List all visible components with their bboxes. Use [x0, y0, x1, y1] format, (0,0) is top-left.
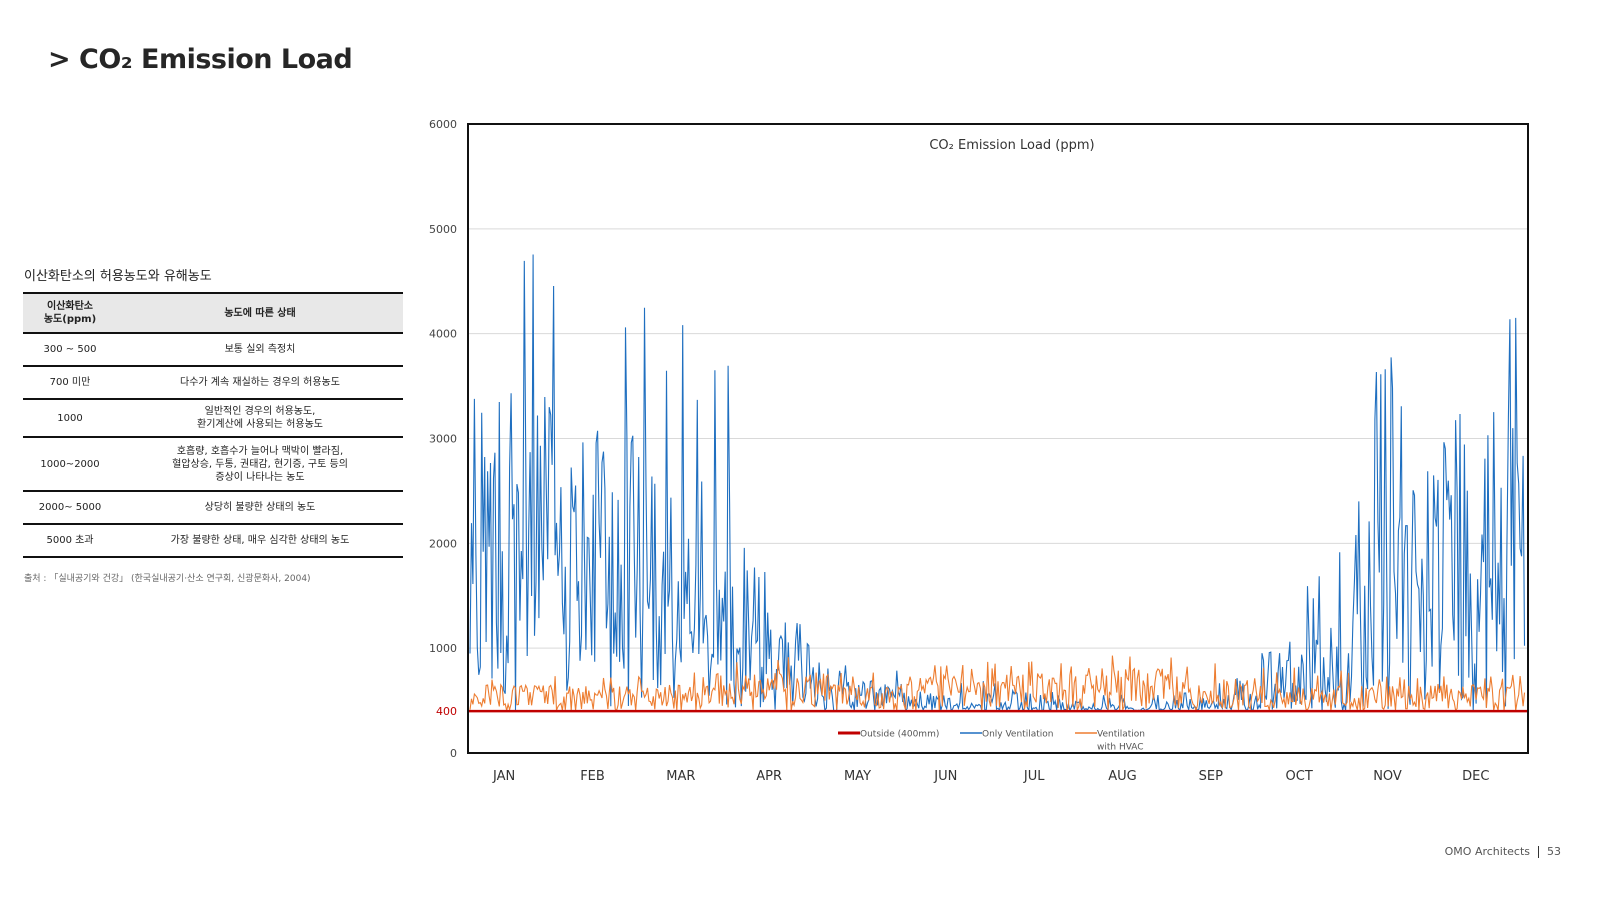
x-tick-label: JUL [1023, 769, 1045, 784]
header-concentration: 이산화탄소 농도(ppm) [43, 301, 97, 325]
row-status: 일반적인 경우의 허용농도, 환기계산에 사용되는 허용농도 [197, 406, 323, 430]
row-concentration: 700 미만 [49, 377, 91, 388]
x-tick-label: FEB [580, 769, 605, 784]
page-title: > CO₂ Emission Load [48, 44, 353, 75]
x-tick-label: MAY [844, 769, 871, 784]
row-status: 호흡량, 호흡수가 늘어나 맥박이 빨라짐, 혈압상승, 두통, 권태감, 현기… [172, 445, 348, 483]
table-row: 2000~ 5000 상당히 불량한 상태의 농도 [23, 491, 403, 524]
row-status: 보통 실외 측정치 [224, 344, 296, 355]
x-tick-label: JAN [492, 769, 515, 784]
row-concentration: 1000~2000 [40, 458, 100, 470]
plot-frame [467, 123, 1529, 754]
y-tick-label: 0 [450, 747, 457, 760]
y-tick-label: 6000 [429, 118, 457, 131]
footer-divider [1538, 845, 1539, 858]
x-tick-label: NOV [1373, 769, 1402, 784]
table-caption: 이산화탄소의 허용농도와 유해농도 [24, 269, 212, 284]
y-tick-label: 3000 [429, 433, 457, 446]
row-status: 다수가 계속 재실하는 경우의 허용농도 [180, 377, 340, 388]
x-tick-label: JUN [933, 769, 957, 784]
footer-company: OMO Architects [1444, 845, 1530, 858]
legend-ventilation-hvac-label: Ventilation [1097, 730, 1145, 740]
legend-ventilation-hvac-label: with HVAC [1097, 743, 1144, 753]
legend-outside-label: Outside (400mm) [860, 730, 939, 740]
table-row: 700 미만 다수가 계속 재실하는 경우의 허용농도 [23, 366, 403, 399]
y-tick-label: 4000 [429, 328, 457, 341]
footer: OMO Architects 53 [1445, 845, 1561, 858]
table-header-row: 이산화탄소 농도(ppm) 농도에 따른 상태 [23, 293, 403, 333]
x-tick-label: OCT [1286, 769, 1313, 784]
row-concentration: 2000~ 5000 [38, 502, 102, 513]
series-line-only-ventilation [469, 254, 1526, 713]
series-line-ventilation-hvac [469, 655, 1526, 713]
table-row: 5000 초과 가장 불량한 상태, 매우 심각한 상태의 농도 [23, 524, 403, 557]
x-tick-label: MAR [666, 769, 695, 784]
legend-only-ventilation-label: Only Ventilation [982, 730, 1053, 740]
x-tick-label: AUG [1108, 769, 1136, 784]
row-concentration: 5000 초과 [46, 535, 94, 546]
table-row: 1000~2000 호흡량, 호흡수가 늘어나 맥박이 빨라짐, 혈압상승, 두… [23, 437, 403, 491]
y-tick-label: 1000 [429, 642, 457, 655]
header-status: 농도에 따른 상태 [224, 307, 296, 319]
row-concentration: 300 ~ 500 [43, 344, 97, 355]
chart-title: CO₂ Emission Load (ppm) [929, 138, 1094, 153]
footer-page-number: 53 [1547, 845, 1561, 858]
y-tick-label-highlight: 400 [436, 705, 457, 718]
table-row: 1000 일반적인 경우의 허용농도, 환기계산에 사용되는 허용농도 [23, 399, 403, 437]
row-status: 가장 불량한 상태, 매우 심각한 상태의 농도 [170, 535, 350, 546]
row-concentration: 1000 [57, 412, 83, 424]
table-source-note: 출처 : 「실내공기와 건강」 (한국실내공기·산소 연구회, 신광문화사, 2… [24, 574, 311, 584]
co2-concentration-table: 이산화탄소 농도(ppm) 농도에 따른 상태 300 ~ 500 보통 실외 … [23, 292, 403, 558]
table-row: 300 ~ 500 보통 실외 측정치 [23, 333, 403, 366]
x-tick-label: DEC [1462, 769, 1489, 784]
row-status: 상당히 불량한 상태의 농도 [204, 502, 316, 513]
y-tick-label: 2000 [429, 537, 457, 550]
x-tick-label: APR [756, 769, 782, 784]
y-tick-label: 5000 [429, 223, 457, 236]
x-tick-label: SEP [1199, 769, 1223, 784]
